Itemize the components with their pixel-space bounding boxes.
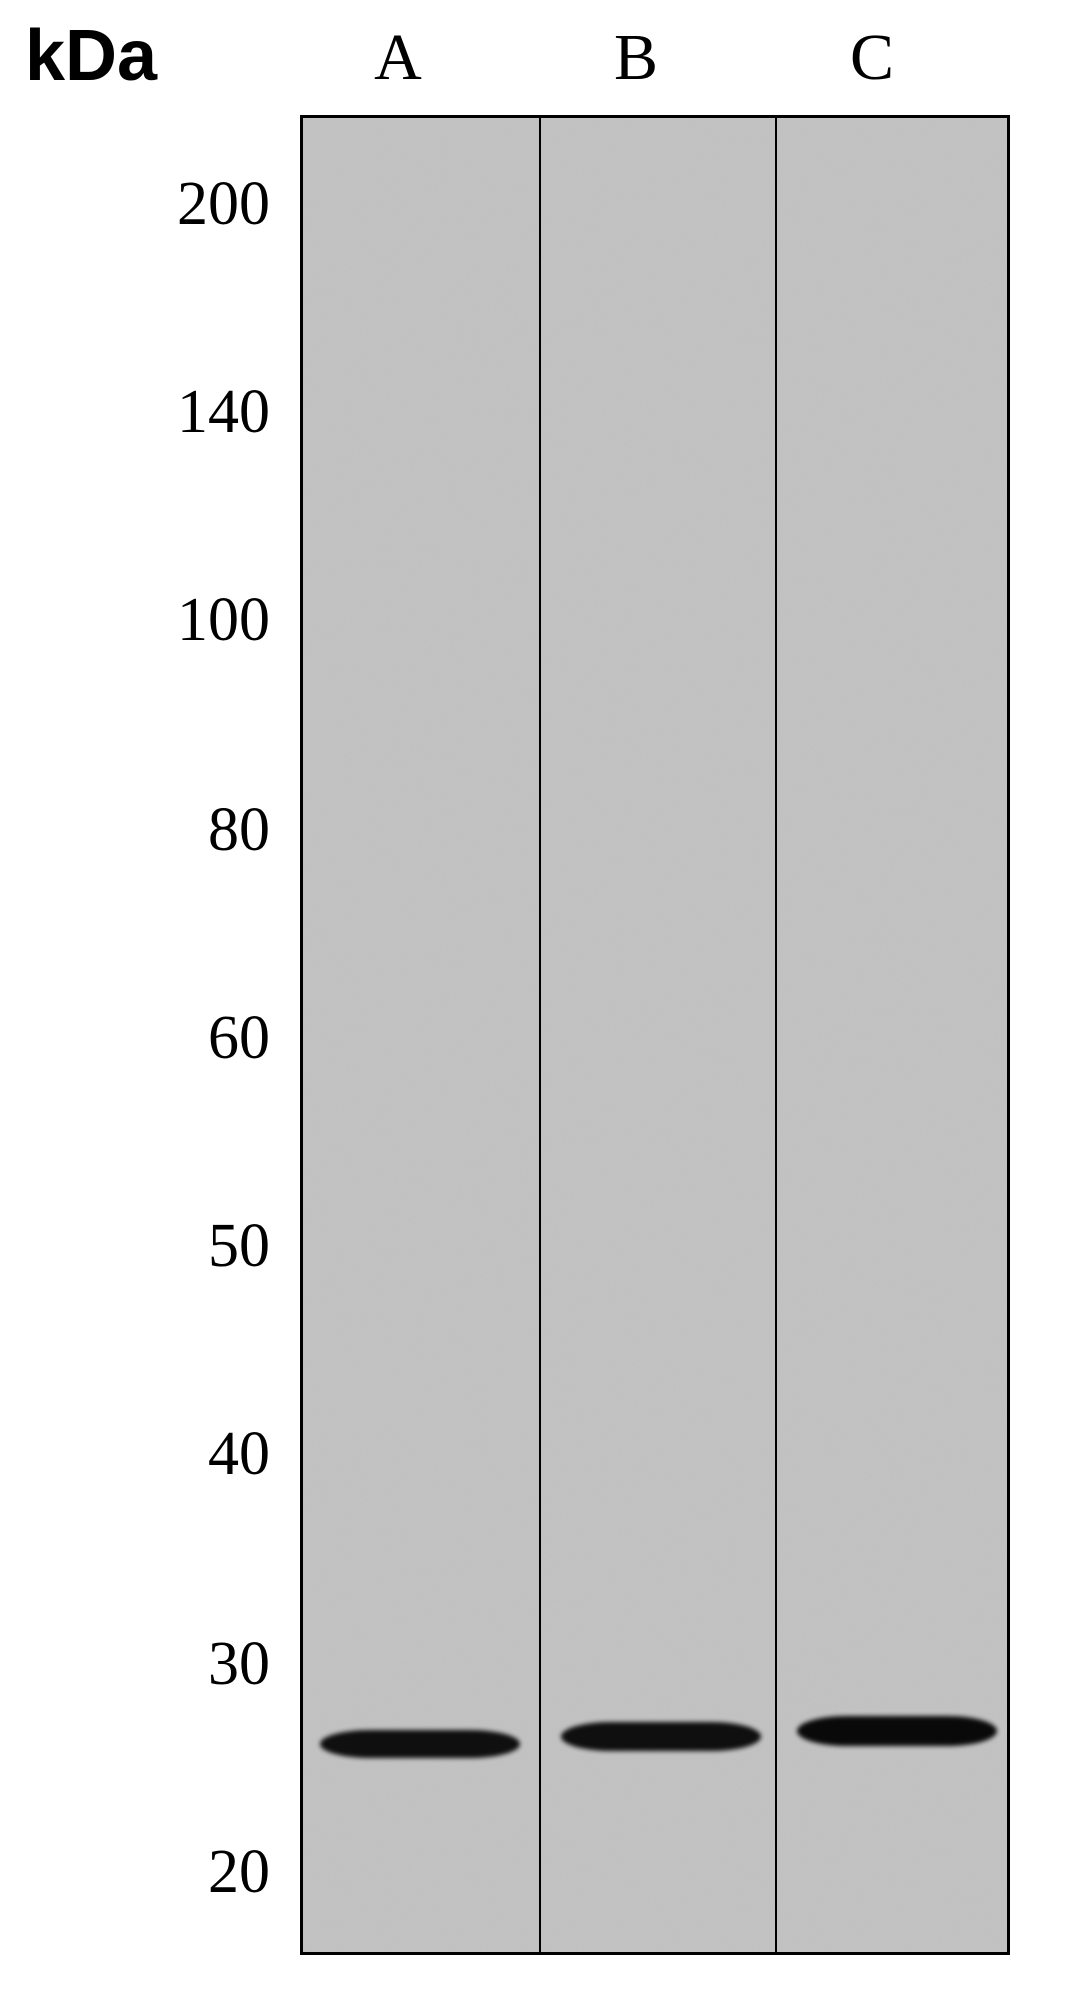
y-tick-140: 140 (70, 377, 270, 448)
y-tick-80: 80 (70, 795, 270, 866)
lane-label-a: A (368, 20, 428, 96)
band-lane-c (797, 1716, 997, 1746)
kda-axis-label: kDa (25, 15, 157, 97)
y-tick-20: 20 (70, 1837, 270, 1908)
y-tick-60: 60 (70, 1003, 270, 1074)
band-lane-b (561, 1722, 761, 1751)
lane-divider-2 (775, 118, 777, 1952)
blot-membrane-area (300, 115, 1010, 1955)
y-tick-100: 100 (70, 585, 270, 656)
y-tick-200: 200 (70, 169, 270, 240)
y-tick-40: 40 (70, 1419, 270, 1490)
lane-label-c: C (842, 20, 902, 96)
y-tick-50: 50 (70, 1211, 270, 1282)
y-tick-30: 30 (70, 1629, 270, 1700)
band-lane-a (320, 1730, 520, 1758)
lane-divider-1 (539, 118, 541, 1952)
blot-noise-texture (303, 118, 1007, 1952)
lane-label-b: B (606, 20, 666, 96)
western-blot-chart: kDa A B C 200 140 100 80 60 50 40 30 20 (0, 0, 1080, 2000)
